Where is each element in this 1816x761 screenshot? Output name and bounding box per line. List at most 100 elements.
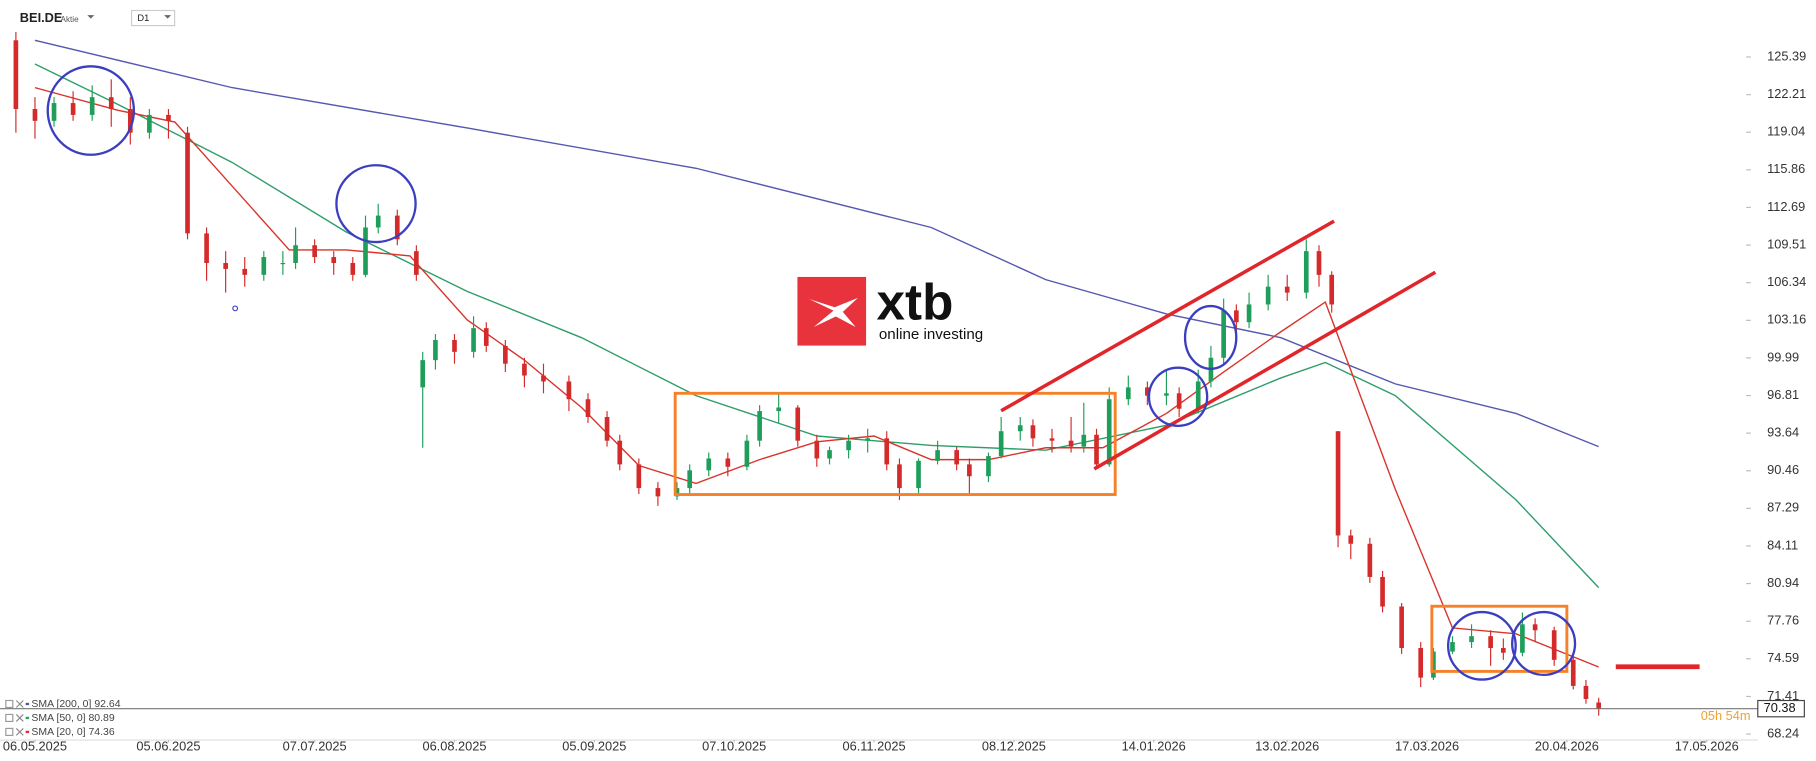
legend-remove[interactable] [15,728,24,736]
candle-body [242,268,248,275]
candle-body [414,251,419,275]
candle-body [483,328,489,346]
y-tick-label: 125.39 [1767,48,1806,63]
candle-body [1316,251,1322,275]
range-box [673,391,1117,496]
x-tick-label: 07.07.2025 [283,738,347,753]
candle-body [757,411,762,441]
x-tick-label: 06.11.2025 [842,738,905,753]
candle-body [636,464,642,489]
y-tick-label: 112.69 [1767,199,1805,214]
y-tick-label: 80.94 [1767,575,1799,590]
candle-body [127,108,133,133]
candle-body [185,132,190,234]
candle-body [471,328,476,352]
candle-body [1049,438,1055,441]
candle-body [827,450,832,459]
candle-body [541,375,546,382]
candle-body [776,407,782,412]
legend-entry: SMA [200, 0] 92.64 [31,699,120,710]
candle-body [998,431,1004,457]
candle-body [1030,425,1036,439]
candle-body [1501,648,1506,653]
legend-value: 92.64 [94,699,120,710]
candle-body [1329,274,1335,305]
highlight-circle [1446,610,1517,681]
candle-body [1125,387,1131,400]
candle-body [13,40,19,109]
candle-body [223,262,228,269]
y-tick-label: 106.34 [1767,274,1806,289]
candle-body [1246,304,1252,323]
y-tick-label: 103.16 [1767,312,1806,327]
y-tick-label: 77.76 [1767,613,1799,628]
candle-body [706,458,712,471]
candle-body [1488,636,1493,649]
highlight-circle [335,164,417,244]
y-tick-label: 93.64 [1767,424,1799,439]
candle-body [70,103,76,115]
legend-remove[interactable] [15,700,24,708]
marker-dot [232,305,239,312]
candle-body [1265,286,1271,305]
candle-body [312,245,317,258]
x-tick-label: 14.01.2026 [1122,738,1186,753]
x-tick-label: 05.09.2025 [562,738,626,753]
y-tick-label: 90.46 [1767,462,1799,477]
candle-body [1399,606,1404,649]
annotations [46,65,1700,681]
y-tick-label: 84.11 [1767,537,1798,552]
candle-body [954,450,959,465]
candle-body [916,460,921,489]
candle-body [166,114,171,121]
candle-body [935,450,940,461]
range-box [1430,604,1569,673]
candle-body [522,363,527,376]
candle-body [1303,251,1309,293]
countdown: 05h 54m [1701,708,1751,723]
candle-body [1551,630,1557,660]
legend-icon[interactable] [5,713,14,723]
y-tick-label: 99.99 [1767,349,1799,364]
legend-remove[interactable] [15,714,24,722]
candle-body [1450,642,1455,652]
y-tick-label: 87.29 [1767,500,1799,515]
x-tick-label: 07.10.2025 [702,738,766,753]
symbol: BEI.DE [20,10,63,25]
candle-body [375,215,381,228]
candle-body [795,407,801,441]
candle-body [725,458,731,467]
sma-line [34,86,1599,668]
candle-body [1234,310,1239,323]
candle-body [1017,425,1023,432]
dropdown-arrow [164,15,172,19]
logo: xtb online investing [797,274,983,346]
dropdown-arrow[interactable] [87,15,95,19]
legend-icon[interactable] [5,699,14,709]
candle-body [89,97,95,115]
logo-brand: xtb [877,274,954,331]
candle-body [986,456,991,477]
candle-body [331,257,337,263]
candle-body [363,227,368,275]
y-tick-label: 119.04 [1767,124,1805,139]
sma-line [34,63,1600,589]
candle-body [846,440,851,451]
candle-body [655,488,661,497]
trend-line [1093,270,1437,471]
timeframe-select[interactable] [130,9,176,27]
legend-name: SMA [200, 0] [31,699,91,710]
candle-body [1068,440,1074,447]
candle-body [1221,310,1226,358]
y-tick-label: 115.86 [1767,161,1805,176]
legend-icon[interactable] [5,727,14,736]
candle-body [1583,685,1589,699]
timeframe: D1 [137,13,149,23]
candle-body [674,488,680,497]
candle-body [1380,576,1385,607]
instrument-type: Aktie [61,15,80,24]
legend-entry: SMA [20, 0] 74.36 [31,727,114,738]
y-tick-label: 74.59 [1767,650,1799,665]
candle-body [897,464,902,489]
